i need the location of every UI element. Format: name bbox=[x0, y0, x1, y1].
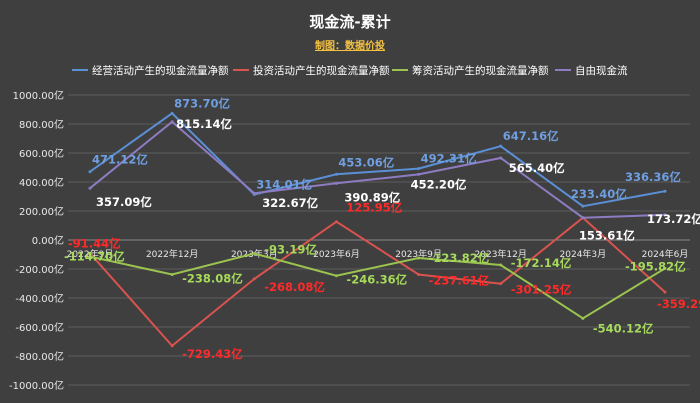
legend-item-label: 自由现金流 bbox=[575, 64, 628, 77]
x-tick-label: 2024年6月 bbox=[642, 248, 689, 260]
data-point bbox=[581, 316, 585, 320]
series-line bbox=[89, 252, 666, 320]
y-tick-label: -800.00亿 bbox=[15, 350, 64, 363]
legend: 经营活动产生的现金流量净额 投资活动产生的现金流量净额 筹资活动产生的现金流量净额 自… bbox=[72, 64, 628, 77]
data-label: -123.82亿 bbox=[429, 251, 490, 265]
y-tick-label: 0.00亿 bbox=[32, 234, 64, 247]
chart-title: 现金流-累计 bbox=[309, 13, 390, 31]
data-label: -91.44亿 bbox=[68, 236, 121, 250]
data-point bbox=[334, 181, 338, 185]
data-labels: 471.12亿 873.70亿 314.01亿 453.06亿 492.31亿 647.1… bbox=[64, 96, 700, 360]
data-point bbox=[499, 263, 503, 267]
data-label: -301.25亿 bbox=[511, 283, 572, 297]
legend-item-label: 经营活动产生的现金流量净额 bbox=[92, 64, 229, 77]
x-tick-label: 2023年6月 bbox=[313, 248, 360, 260]
data-label: 565.40亿 bbox=[509, 161, 565, 175]
data-label: 357.09亿 bbox=[96, 195, 152, 209]
data-label: 390.89亿 bbox=[344, 190, 400, 204]
data-label: -237.61亿 bbox=[429, 273, 490, 287]
data-label: -729.43亿 bbox=[182, 347, 243, 361]
data-label: 471.12亿 bbox=[92, 153, 148, 167]
data-point bbox=[170, 120, 174, 124]
series-line bbox=[89, 111, 666, 208]
x-tick-label: 2023年9月 bbox=[395, 248, 442, 260]
data-label: 322.67亿 bbox=[262, 196, 318, 210]
data-label: 647.16亿 bbox=[503, 129, 559, 143]
data-label: -172.14亿 bbox=[511, 256, 572, 270]
data-point bbox=[88, 170, 92, 174]
y-tick-label: -400.00亿 bbox=[15, 292, 64, 305]
chart-subtitle: 制图：数据价投 bbox=[315, 39, 385, 52]
data-point bbox=[499, 144, 503, 148]
y-tick-label: 200.00亿 bbox=[19, 205, 64, 218]
data-point bbox=[88, 186, 92, 190]
series-line bbox=[89, 120, 666, 219]
data-point bbox=[170, 111, 174, 115]
data-label: 815.14亿 bbox=[176, 117, 232, 131]
series-lines bbox=[88, 111, 667, 348]
data-label: 873.70亿 bbox=[174, 96, 230, 110]
y-tick-label: -600.00亿 bbox=[15, 321, 64, 334]
legend-item-label: 筹资活动产生的现金流量净额 bbox=[412, 64, 549, 77]
gridlines bbox=[68, 94, 690, 386]
y-tick-label: 400.00亿 bbox=[19, 176, 64, 189]
x-axis: 2022年9月2022年12月2023年3月2023年6月2023年9月2023… bbox=[67, 248, 689, 260]
data-label: 492.31亿 bbox=[421, 152, 477, 166]
data-point bbox=[417, 272, 421, 276]
x-tick-label: 2024年3月 bbox=[560, 248, 607, 260]
data-point bbox=[334, 274, 338, 278]
data-point bbox=[88, 255, 92, 259]
data-label: -114.70亿 bbox=[64, 250, 125, 264]
y-tick-label: -1000.00亿 bbox=[9, 379, 64, 392]
data-point bbox=[252, 277, 256, 281]
series-line bbox=[89, 216, 666, 348]
data-point bbox=[663, 290, 667, 294]
legend-item-label: 投资活动产生的现金流量净额 bbox=[253, 64, 390, 77]
data-label: 153.61亿 bbox=[579, 229, 635, 243]
data-label: 233.40亿 bbox=[571, 187, 627, 201]
y-tick-label: 600.00亿 bbox=[19, 147, 64, 160]
data-point bbox=[499, 282, 503, 286]
data-label: -93.19亿 bbox=[264, 243, 317, 257]
data-label: 452.20亿 bbox=[411, 177, 467, 191]
data-point bbox=[252, 252, 256, 256]
data-point bbox=[499, 156, 503, 160]
data-label: 336.36亿 bbox=[625, 170, 681, 184]
data-point bbox=[170, 344, 174, 348]
data-point bbox=[334, 172, 338, 176]
x-tick-label: 2022年12月 bbox=[146, 248, 198, 260]
data-point bbox=[88, 251, 92, 255]
data-label: 453.06亿 bbox=[338, 155, 394, 169]
data-label: -359.29亿 bbox=[657, 297, 700, 311]
data-point bbox=[663, 213, 667, 217]
data-label: -246.36亿 bbox=[346, 273, 407, 287]
data-point bbox=[170, 273, 174, 277]
data-label: 314.01亿 bbox=[256, 177, 312, 191]
y-axis: 1000.00亿 800.00亿 600.00亿 400.00亿 200.00亿 0.00… bbox=[9, 89, 64, 392]
data-point bbox=[581, 204, 585, 208]
data-label: -540.12亿 bbox=[593, 321, 654, 335]
data-point bbox=[417, 172, 421, 176]
data-point bbox=[334, 220, 338, 224]
data-point bbox=[252, 191, 256, 195]
data-point bbox=[417, 256, 421, 260]
data-label: 125.95亿 bbox=[346, 201, 402, 215]
y-tick-label: 800.00亿 bbox=[19, 118, 64, 131]
data-point bbox=[663, 266, 667, 270]
y-tick-label: -200.00亿 bbox=[15, 263, 64, 276]
data-point bbox=[581, 216, 585, 220]
data-label: -238.08亿 bbox=[182, 272, 243, 286]
y-tick-label: 1000.00亿 bbox=[13, 89, 64, 102]
data-label: 173.72亿 bbox=[647, 212, 700, 226]
x-tick-label: 2023年12月 bbox=[475, 248, 527, 260]
data-point bbox=[417, 167, 421, 171]
data-point bbox=[663, 189, 667, 193]
data-label: -268.08亿 bbox=[264, 280, 325, 294]
data-label: -195.82亿 bbox=[625, 259, 686, 273]
